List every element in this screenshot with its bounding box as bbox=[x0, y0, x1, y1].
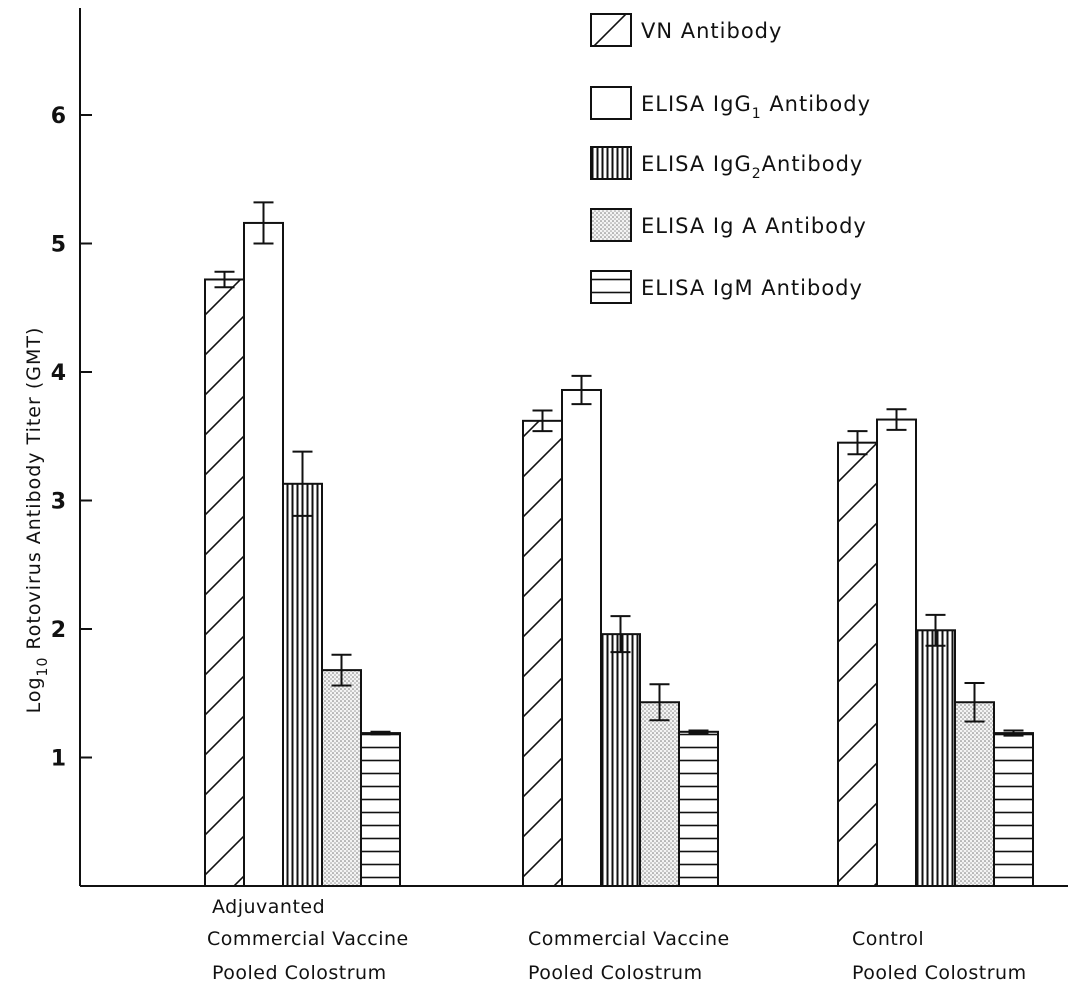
legend-label: VN Antibody bbox=[641, 19, 782, 43]
y-tick-label: 5 bbox=[51, 233, 66, 258]
bar bbox=[360, 732, 401, 888]
legend-label-subscript: 2 bbox=[752, 166, 762, 182]
legend-label-rest: Antibody bbox=[762, 152, 864, 176]
category-label-line: Adjuvanted bbox=[212, 896, 325, 918]
bar bbox=[522, 419, 563, 887]
legend-label-main: ELISA IgG bbox=[641, 152, 752, 176]
y-tick-label: 6 bbox=[51, 104, 66, 129]
legend-swatch bbox=[590, 270, 632, 304]
bar bbox=[639, 701, 680, 887]
category-label-line: Pooled Colostrum bbox=[212, 962, 387, 984]
legend-label-subscript: 1 bbox=[752, 106, 762, 122]
legend-label-main: ELISA Ig A Antibody bbox=[641, 214, 867, 238]
bar bbox=[678, 730, 719, 887]
y-axis-title-rest: Rotovirus Antibody Titer (GMT) bbox=[23, 327, 45, 657]
bar bbox=[876, 418, 917, 887]
legend-label-rest: Antibody bbox=[762, 92, 871, 116]
legend-swatch bbox=[590, 146, 632, 180]
legend-label: ELISA Ig A Antibody bbox=[641, 214, 867, 238]
category-label-line: Pooled Colostrum bbox=[852, 962, 1027, 984]
y-tick-label: 3 bbox=[51, 490, 66, 515]
bar bbox=[243, 221, 284, 887]
category-labels: Adjuvanted Commercial Vaccine Pooled Colos… bbox=[207, 896, 1027, 984]
legend-swatch bbox=[590, 208, 632, 242]
category-label-line: Control bbox=[852, 928, 924, 950]
legend-label-main: ELISA IgG bbox=[641, 92, 752, 116]
category-label-line: Commercial Vaccine bbox=[528, 928, 730, 950]
bar bbox=[561, 388, 602, 887]
bar bbox=[915, 629, 956, 887]
y-axis-title: Log10 Rotovirus Antibody Titer (GMT) bbox=[23, 327, 51, 714]
category-label-line: Pooled Colostrum bbox=[528, 962, 703, 984]
bar-groups bbox=[204, 201, 1034, 888]
y-axis-title-main: Log bbox=[23, 676, 45, 713]
category-label-line: Commercial Vaccine bbox=[207, 928, 409, 950]
y-axis-title-subscript: 10 bbox=[35, 657, 51, 677]
bar bbox=[600, 633, 641, 888]
legend-swatch bbox=[590, 13, 632, 47]
bar bbox=[993, 732, 1034, 888]
legend-label: ELISA IgG2Antibody bbox=[641, 152, 863, 182]
legend-label: ELISA IgM Antibody bbox=[641, 276, 863, 300]
bar bbox=[204, 278, 245, 888]
y-tick-label: 4 bbox=[51, 361, 66, 386]
legend-label-main: VN Antibody bbox=[641, 19, 782, 43]
bar bbox=[954, 701, 995, 887]
bar bbox=[837, 441, 878, 887]
bar bbox=[321, 669, 362, 887]
legend-label: ELISA IgG1 Antibody bbox=[641, 92, 871, 122]
y-tick-label: 1 bbox=[51, 747, 66, 772]
y-axis-ticks: 1 2 3 4 5 6 bbox=[51, 104, 92, 772]
legend-swatch bbox=[590, 86, 632, 120]
bar bbox=[282, 482, 323, 887]
legend-label-main: ELISA IgM Antibody bbox=[641, 276, 863, 300]
y-tick-label: 2 bbox=[51, 618, 66, 643]
